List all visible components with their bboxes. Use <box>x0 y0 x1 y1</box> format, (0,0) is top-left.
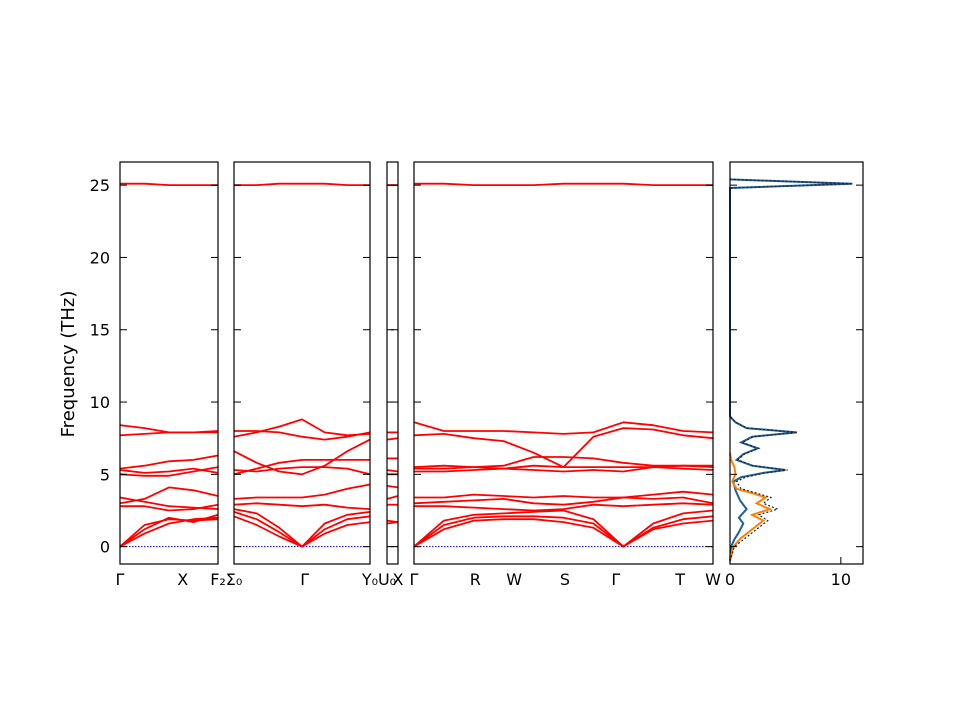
panel-4-frame <box>413 161 714 565</box>
x-tick-label: R <box>470 570 481 589</box>
band-line-5 <box>386 485 399 489</box>
band-line-11 <box>119 424 218 434</box>
band-line-4 <box>386 495 399 500</box>
y-tick-label: 0 <box>100 538 110 557</box>
band-line-9 <box>233 418 371 438</box>
band-line-8 <box>233 438 371 476</box>
band-line-4 <box>414 502 714 512</box>
y-tick-label: 25 <box>90 176 110 195</box>
band-line-7 <box>386 469 399 473</box>
band-line-7 <box>233 458 370 476</box>
x-tick-label: Γ <box>116 570 125 589</box>
band-line-1 <box>413 518 714 548</box>
band-line-6 <box>414 490 714 499</box>
dos-panel: 0 10 <box>725 161 864 589</box>
dos-curve-3 <box>729 178 854 562</box>
band-line-3 <box>413 509 714 548</box>
band-line-4 <box>233 502 371 510</box>
x-tick-label: Γ <box>611 570 620 589</box>
y-tick-label: 10 <box>90 393 110 412</box>
y-tick-label: 20 <box>90 248 110 267</box>
y-axis-label: Frequency (THz) <box>58 291 79 438</box>
band-line-9 <box>119 454 219 470</box>
x-tick-label: Y₀ <box>361 570 378 589</box>
band-line-10 <box>234 430 371 441</box>
x-tick-label: F₂ <box>210 570 226 589</box>
x-tick-label: X <box>177 570 188 589</box>
y-tick-label: 15 <box>90 321 110 340</box>
band-line-9 <box>413 456 713 469</box>
x-tick-label: Γ <box>410 570 419 589</box>
band-line-5 <box>413 496 714 506</box>
band-line-8 <box>119 467 219 474</box>
y-tick-label: 5 <box>100 465 110 484</box>
panel-2: Σ₀ Γ Y₀ <box>226 161 378 589</box>
dos-frame <box>729 161 864 565</box>
band-line-2 <box>413 515 714 548</box>
x-tick-label: T <box>674 570 685 589</box>
panel-1: Γ X F₂ <box>116 161 226 589</box>
dos-curve-1 <box>729 178 852 562</box>
band-line-1 <box>119 516 219 548</box>
dos-x-tick-label: 10 <box>831 570 851 589</box>
panel-3: U₀X <box>378 161 404 589</box>
x-tick-label: S <box>560 570 570 589</box>
band-line-12 <box>414 182 713 187</box>
x-tick-label: X <box>393 570 404 589</box>
band-line-11 <box>234 182 370 187</box>
panel-3-frame <box>386 161 399 565</box>
band-line-12 <box>120 182 218 187</box>
dos-x-tick-label: 0 <box>725 570 735 589</box>
band-line-1 <box>233 515 371 548</box>
panel-1-frame <box>119 161 219 565</box>
dos-curve-2 <box>729 452 773 562</box>
band-line-11 <box>413 421 714 435</box>
x-tick-label: W <box>506 570 522 589</box>
band-line-2 <box>233 511 371 548</box>
band-line-9 <box>386 437 399 441</box>
x-tick-label: W <box>705 570 721 589</box>
x-tick-label: Γ <box>300 570 309 589</box>
band-line-2 <box>386 519 399 523</box>
band-line-6 <box>119 496 219 510</box>
band-line-3 <box>119 518 219 548</box>
band-line-6 <box>233 466 371 476</box>
x-tick-label: U₀ <box>378 570 396 589</box>
band-line-5 <box>233 483 371 500</box>
band-line-7 <box>414 466 714 473</box>
panel-2-frame <box>233 161 371 565</box>
band-line-3 <box>233 508 371 548</box>
band-line-10 <box>413 427 714 469</box>
x-tick-label: Σ₀ <box>226 570 243 589</box>
